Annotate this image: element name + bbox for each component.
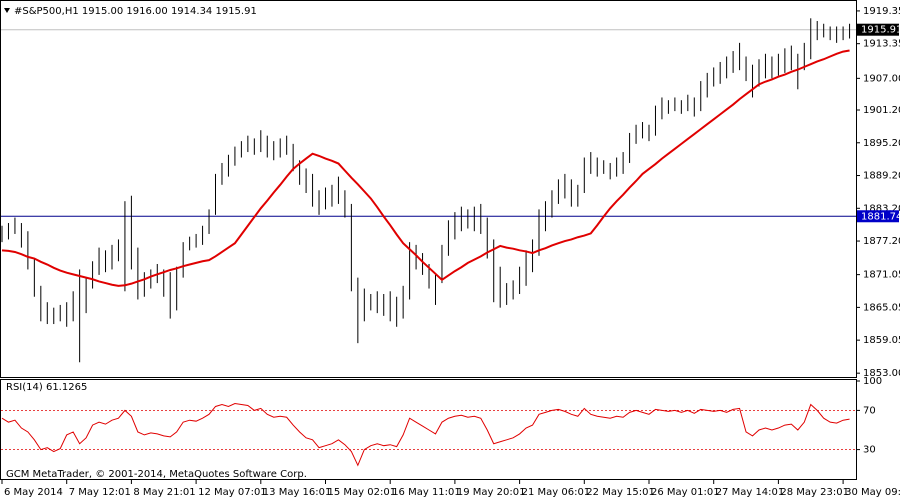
x-tick-label: 27 May 14:01 [716, 487, 785, 498]
rsi-tick-label: 30 [863, 445, 876, 456]
x-tick-label: 19 May 20:01 [457, 487, 526, 498]
y-tick-label: 1877.20 [863, 236, 900, 247]
y-tick-label: 1895.20 [863, 138, 900, 149]
x-tick-label: 28 May 23:01 [780, 487, 849, 498]
x-tick-label: 26 May 01:01 [651, 487, 720, 498]
y-tick-label: 1871.05 [863, 270, 900, 281]
main-panel [0, 0, 857, 378]
y-tick-label: 1889.20 [863, 171, 900, 182]
moving-average [1, 49, 850, 287]
rsi-tick-label: 70 [863, 405, 876, 416]
x-tick-label: 21 May 06:01 [522, 487, 591, 498]
x-tick-label: 12 May 07:01 [198, 487, 267, 498]
footer: GCM MetaTrader, © 2001-2014, MetaQuotes … [6, 469, 307, 480]
y-tick-label: 1865.05 [863, 302, 900, 313]
price-box-label: 1881.74 [861, 211, 900, 222]
x-tick-label: 22 May 15:01 [586, 487, 655, 498]
y-tick-label: 1919.35 [863, 6, 900, 17]
x-tick-label: 15 May 02:01 [328, 487, 397, 498]
y-tick-label: 1853.00 [863, 368, 900, 379]
chart-title: #S&P500,H1 1915.00 1916.00 1914.34 1915.… [14, 6, 257, 17]
y-tick-label: 1913.35 [863, 39, 900, 50]
header-icon [4, 8, 10, 13]
x-tick-label: 8 May 21:01 [133, 487, 195, 498]
y-tick-label: 1883.20 [863, 203, 900, 214]
rsi-line [1, 403, 850, 467]
indicator-label: RSI(14) 61.1265 [6, 382, 87, 393]
x-tick-label: 30 May 09:01 [845, 487, 900, 498]
price-box [857, 210, 899, 223]
y-tick-label: 1901.20 [863, 105, 900, 116]
x-tick-label: 6 May 2014 [4, 487, 63, 498]
x-tick-label: 16 May 11:01 [392, 487, 461, 498]
y-tick-label: 1907.00 [863, 73, 900, 84]
x-tick-label: 7 May 12:01 [69, 487, 131, 498]
price-box [857, 23, 899, 36]
price-box-label: 1915.91 [861, 25, 900, 36]
y-tick-label: 1859.05 [863, 335, 900, 346]
x-tick-label: 13 May 16:01 [263, 487, 332, 498]
rsi-tick-label: 100 [863, 376, 882, 387]
